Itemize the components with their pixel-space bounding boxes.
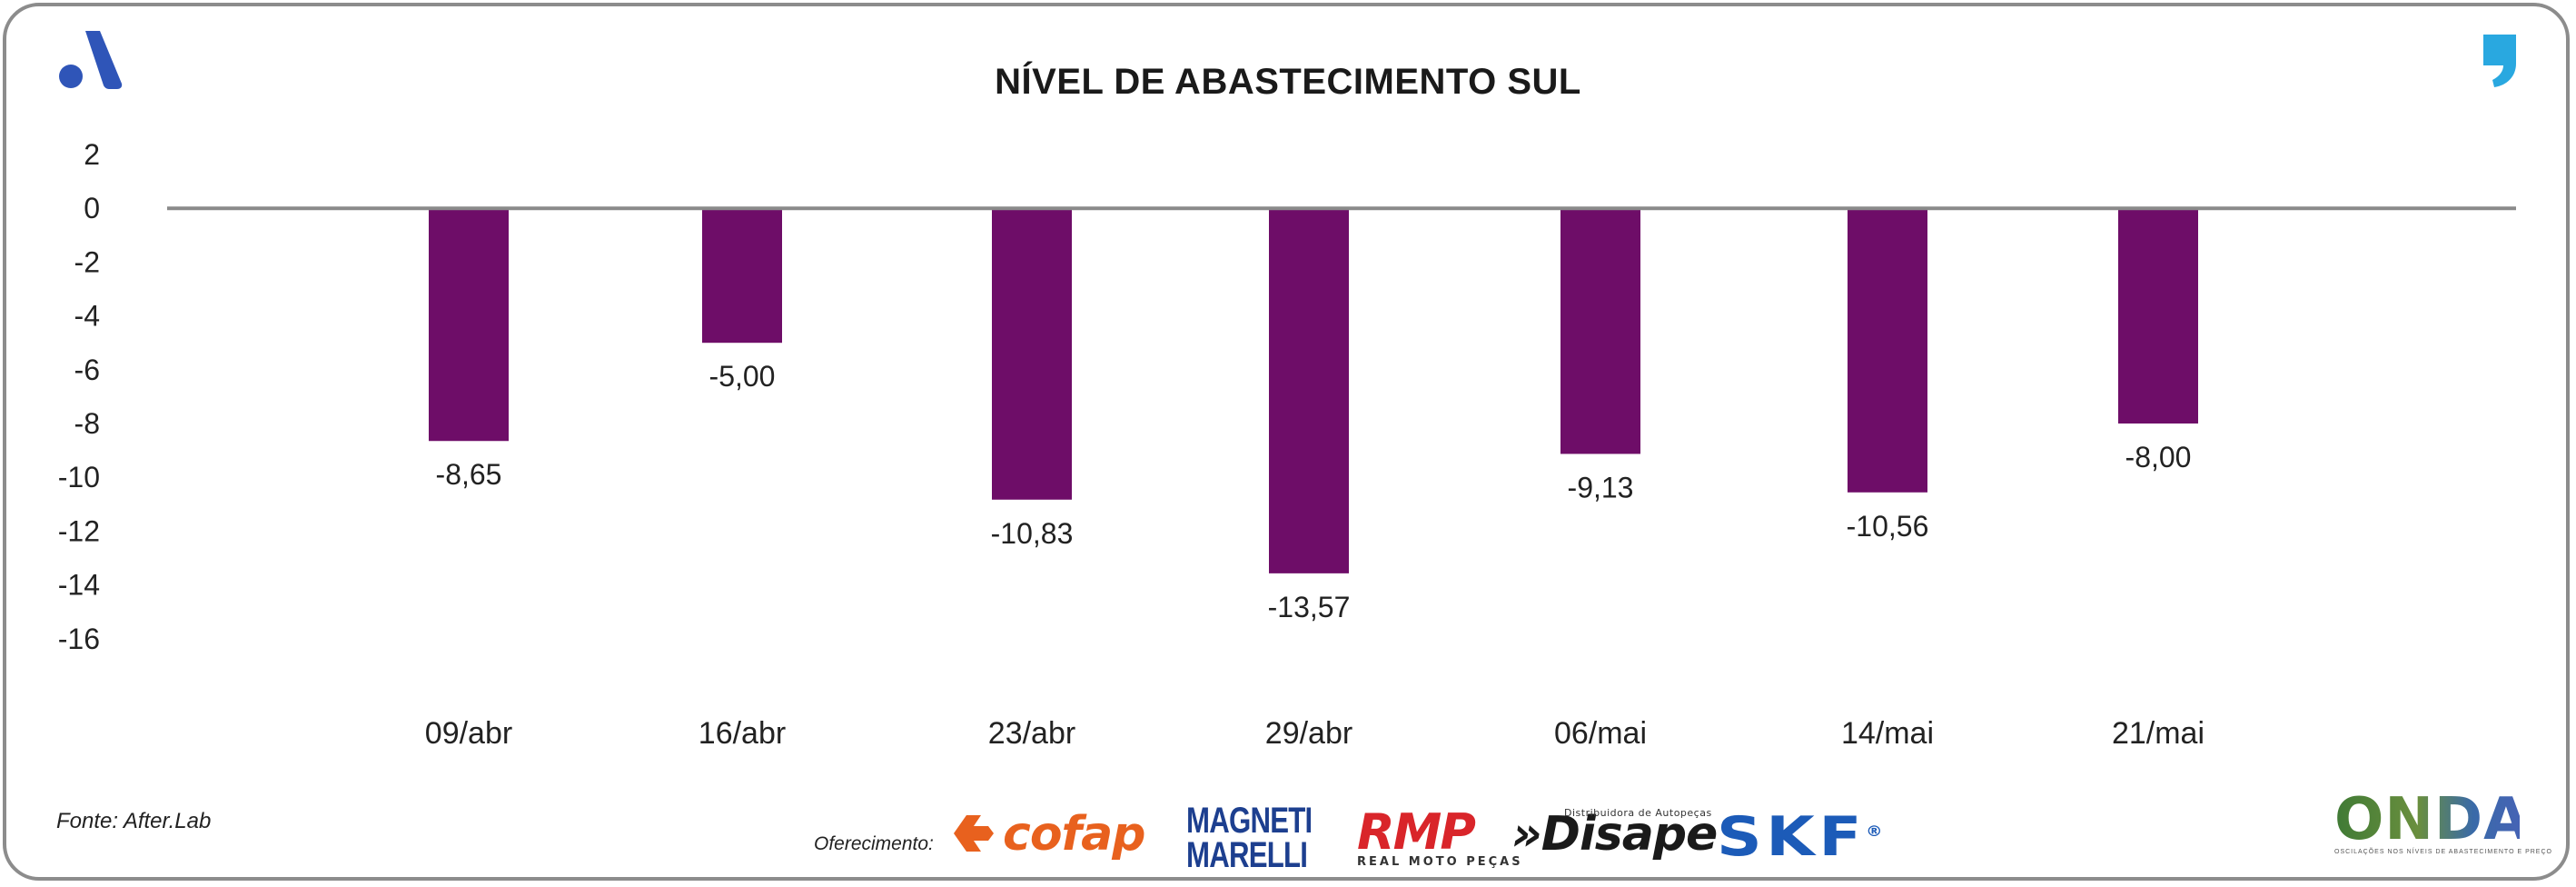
skf-logo: SKF® (1717, 805, 1883, 869)
bar-value-label: -13,57 (1268, 591, 1351, 623)
x-tick-label: 06/mai (1554, 716, 1647, 751)
disape-logo: Distribuidora de Autopeças »Disape (1511, 807, 1718, 862)
disape-subtitle: Distribuidora de Autopeças (1564, 807, 1712, 819)
bars (429, 208, 2198, 573)
skf-registered-mark: ® (1866, 822, 1883, 840)
data-labels: -8,65 -5,00 -10,83 -13,57 -9,13 -10,56 -8,00 (436, 360, 2192, 623)
bar-value-label: -9,13 (1568, 471, 1634, 503)
y-axis: 2 0 -2 -4 -6 -8 -10 -12 -14 -16 (58, 138, 100, 655)
y-tick-label: -12 (58, 514, 100, 547)
after-lab-logo-icon (59, 31, 123, 89)
cofap-wordmark: cofap (1003, 807, 1145, 862)
onda-logo: ONDA OSCILAÇÕES NOS NÍVEIS DE ABASTECIME… (2334, 786, 2552, 855)
x-tick-label: 16/abr (698, 716, 786, 751)
rmp-wordmark: RMP (1357, 803, 1476, 861)
x-tick-label: 21/mai (2112, 716, 2204, 751)
bar (429, 208, 509, 442)
rmp-logo: RMP REAL MOTO PEÇAS (1357, 803, 1523, 869)
y-tick-label: -8 (74, 407, 100, 440)
x-tick-label: 14/mai (1841, 716, 1934, 751)
y-tick-label: -14 (58, 569, 100, 602)
y-tick-label: -6 (74, 354, 100, 386)
skf-wordmark: SKF (1717, 805, 1867, 869)
y-tick-label: 0 (84, 192, 100, 224)
bar-value-label: -8,65 (436, 458, 502, 491)
y-tick-label: 2 (84, 138, 100, 171)
source-note: Fonte: After.Lab (56, 809, 212, 833)
magneti-line2: MARELLI (1186, 835, 1308, 875)
sponsor-label: Oferecimento: (814, 833, 934, 854)
x-tick-label: 29/abr (1265, 716, 1352, 751)
onda-wordmark: ONDA (2334, 786, 2530, 853)
x-tick-label: 09/abr (425, 716, 512, 751)
bar-value-label: -10,83 (991, 517, 1074, 550)
magneti-line1: MAGNETI (1186, 801, 1313, 841)
bar-value-label: -5,00 (709, 360, 776, 393)
bar (702, 208, 782, 344)
magneti-marelli-logo: MAGNETI MARELLI (1186, 801, 1313, 875)
cofap-logo: cofap (952, 807, 1145, 862)
quote-mark-icon (2483, 35, 2516, 87)
bar-value-label: -8,00 (2125, 441, 2192, 473)
bar (1269, 208, 1349, 573)
y-tick-label: -2 (74, 245, 100, 278)
disape-wordmark: »Disape (1511, 807, 1718, 862)
chart-title: NÍVEL DE ABASTECIMENTO SUL (995, 62, 1581, 102)
bar (1560, 208, 1640, 454)
bar (1848, 208, 1927, 493)
x-tick-label: 23/abr (988, 716, 1075, 751)
bar (2118, 208, 2198, 424)
onda-tagline: OSCILAÇÕES NOS NÍVEIS DE ABASTECIMENTO E… (2334, 849, 2552, 855)
y-tick-label: -16 (58, 623, 100, 655)
bar-value-label: -10,56 (1847, 510, 1929, 543)
bar (992, 208, 1072, 500)
x-axis: 09/abr 16/abr 23/abr 29/abr 06/mai 14/mai 21/m… (425, 716, 2204, 751)
rmp-subtitle: REAL MOTO PEÇAS (1357, 855, 1523, 869)
cofap-x-icon (954, 815, 994, 852)
y-tick-label: -10 (58, 461, 100, 493)
y-tick-label: -4 (74, 300, 100, 333)
